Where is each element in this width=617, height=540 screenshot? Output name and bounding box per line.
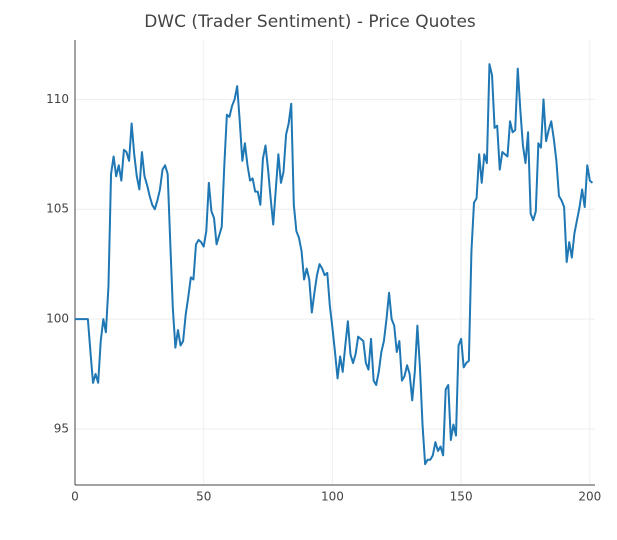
y-tick-label: 95: [54, 421, 69, 435]
y-tick-label: 100: [46, 312, 69, 326]
price-line: [75, 63, 594, 466]
x-tick-label: 150: [450, 490, 473, 504]
x-tick-label: 0: [71, 490, 79, 504]
x-tick-label: 200: [578, 490, 601, 504]
y-tick-label: 110: [46, 92, 69, 106]
x-tick-label: 50: [196, 490, 211, 504]
y-tick-label: 105: [46, 202, 69, 216]
chart-title: DWC (Trader Sentiment) - Price Quotes: [144, 12, 476, 32]
x-tick-label: 100: [321, 490, 344, 504]
